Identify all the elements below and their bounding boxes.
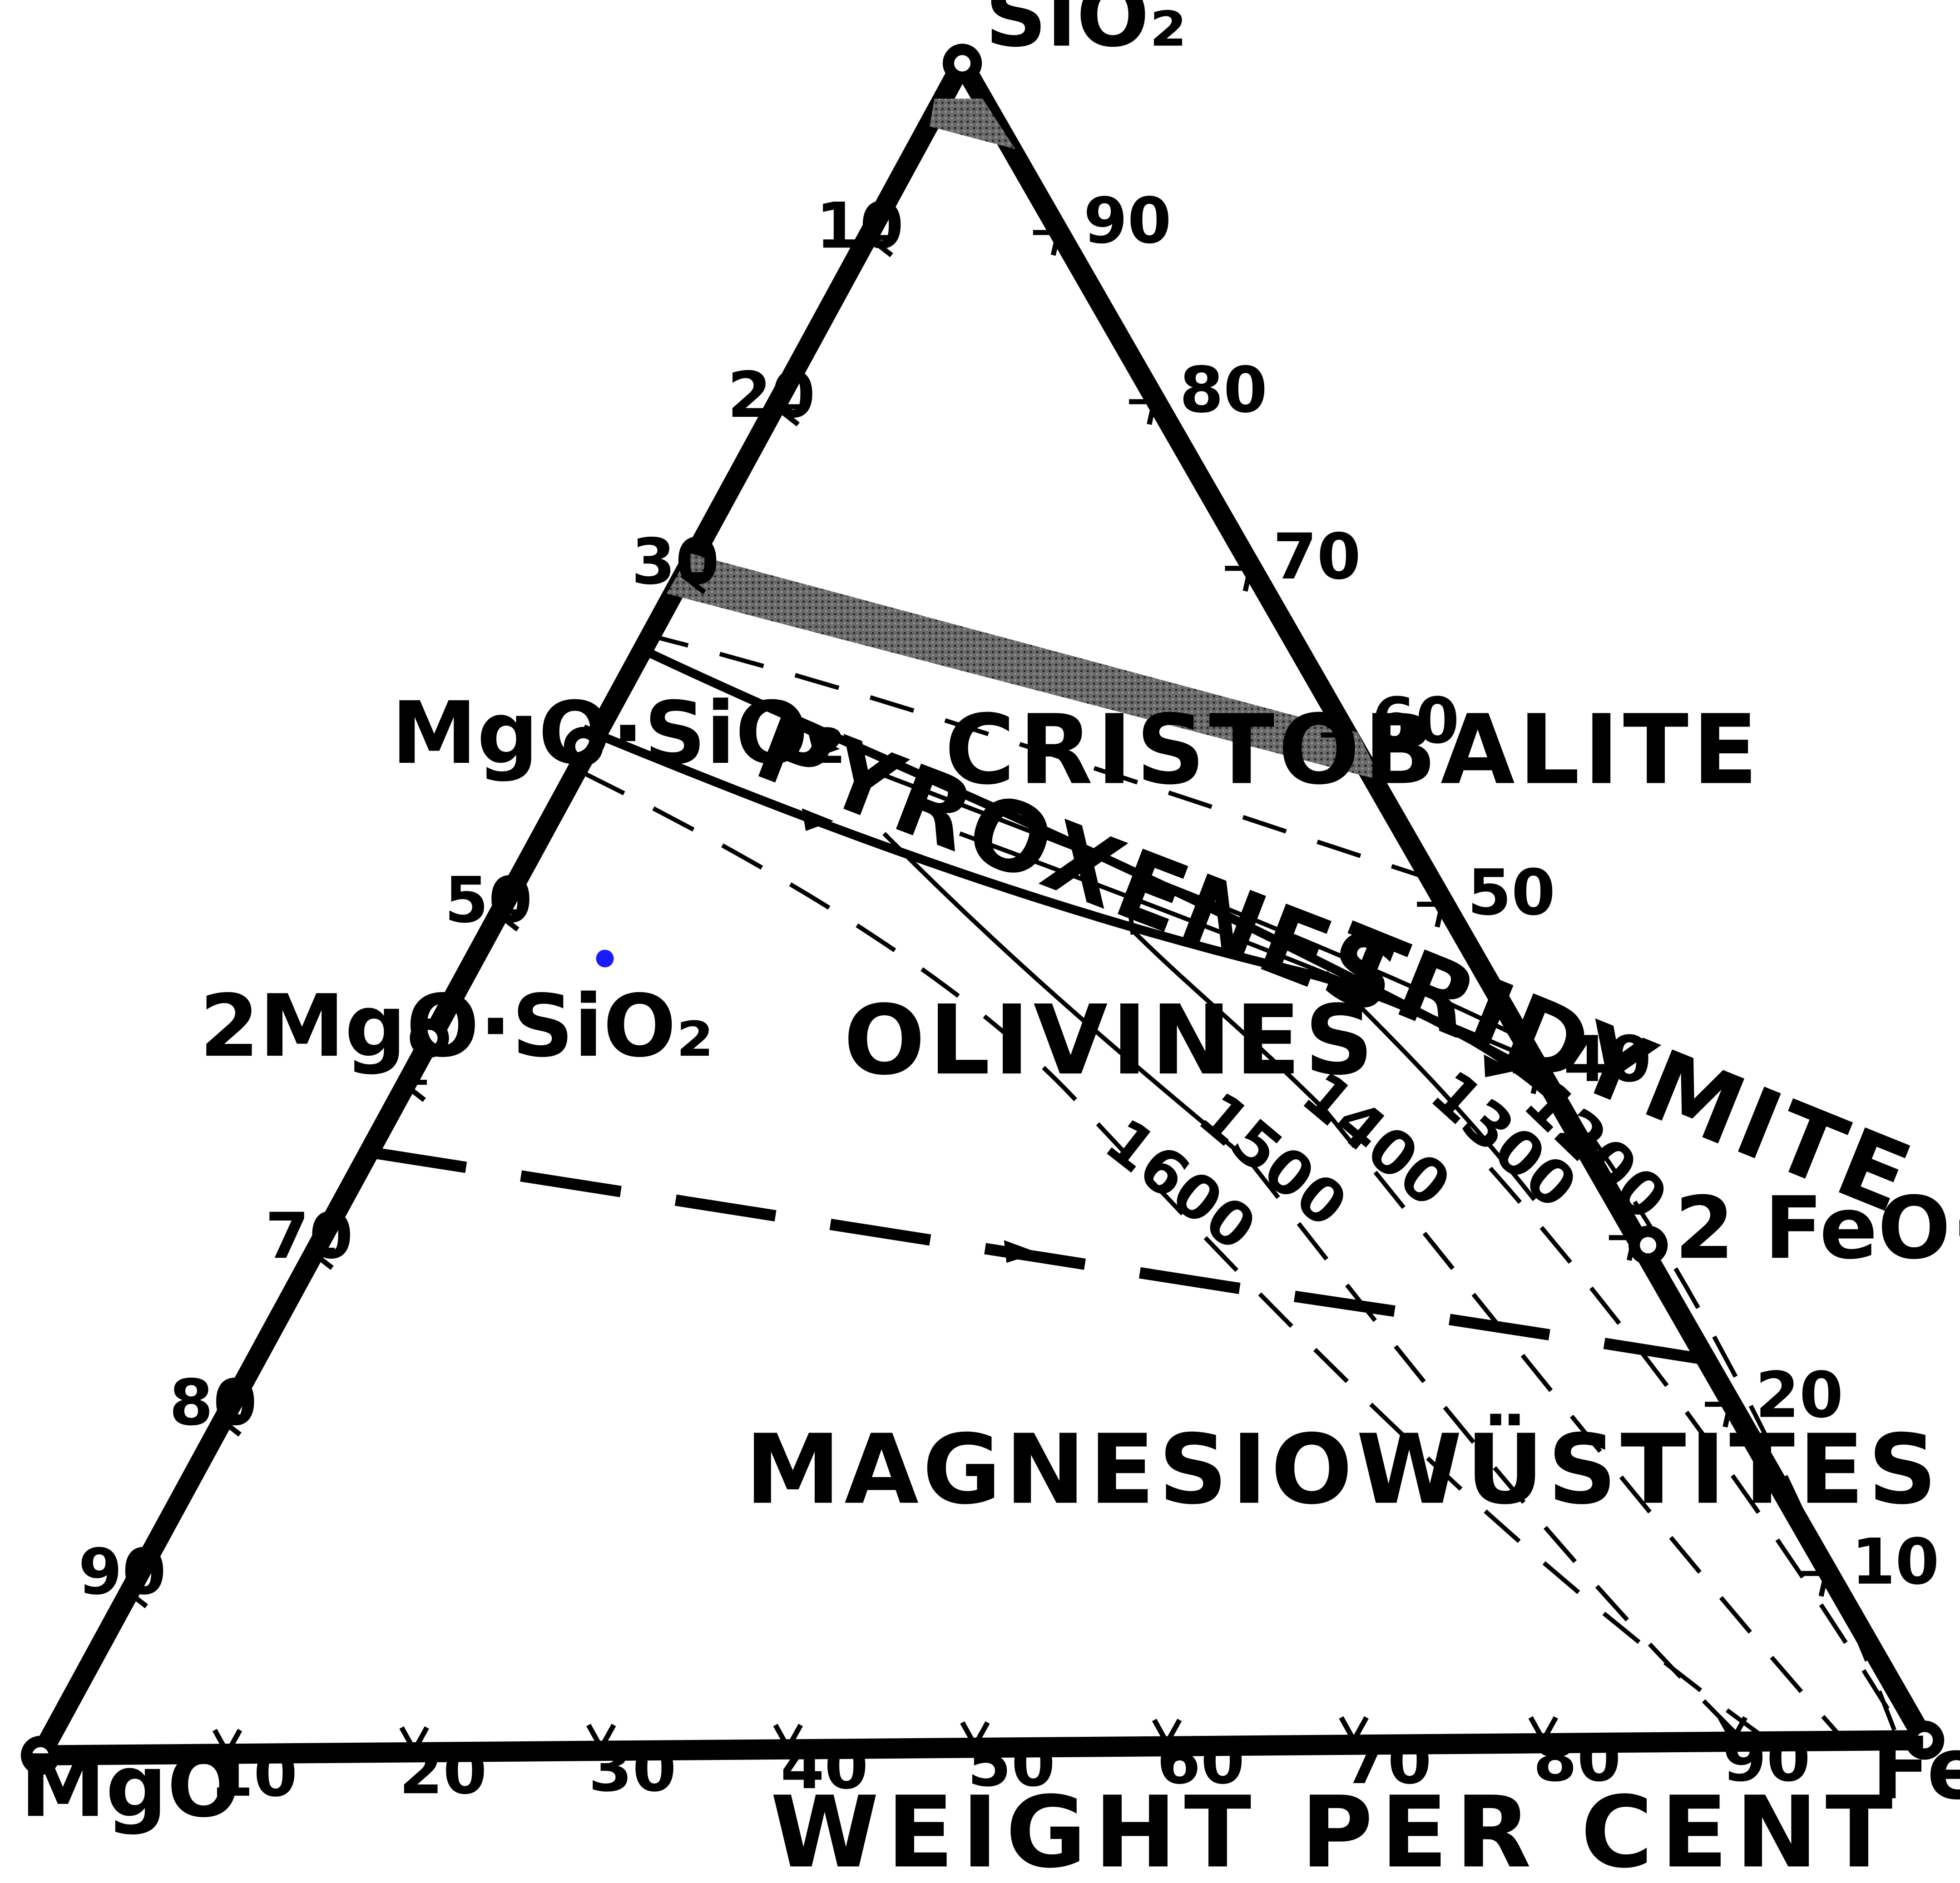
left-tick-label: 90	[78, 1535, 166, 1609]
bottom-tick-label: 60	[1157, 1725, 1244, 1798]
blue-marker-dot	[596, 949, 614, 968]
right-tick-mark	[1129, 399, 1157, 425]
bottom-tick-label: 40	[781, 1730, 868, 1803]
sio2-node	[942, 44, 982, 83]
olivine-thin-boundary-3	[1324, 971, 1536, 1201]
right-axis-labels: 90 80 70 60 50 40 20 10	[1084, 184, 1939, 1598]
fayalite-label: 2 FeO·SiO₂	[1675, 1178, 1960, 1278]
isotherm-1600	[582, 771, 1770, 1742]
right-tick-label: 70	[1273, 520, 1361, 593]
bottom-tick-mark	[773, 1724, 803, 1753]
right-tick-label: 60	[1371, 684, 1459, 758]
left-tick-mark	[867, 235, 894, 257]
mgo-node	[20, 1735, 60, 1775]
feo-label: FeO	[1871, 1718, 1960, 1819]
bottom-tick-label: 50	[967, 1727, 1055, 1801]
right-tick-mark	[1321, 732, 1349, 759]
right-tick-label: 10	[1851, 1525, 1939, 1599]
right-tick-mark	[1417, 901, 1445, 928]
sio2-label: SiO₂	[985, 0, 1187, 66]
composition-nodes	[20, 44, 1945, 1775]
immiscibility-bands	[667, 99, 1382, 781]
isotherm-1300	[1488, 1166, 1909, 1741]
bottom-tick-label: 90	[1722, 1722, 1810, 1795]
right-tick-mark	[1801, 1571, 1829, 1597]
left-tick-mark	[215, 1414, 243, 1437]
forsterite-node	[410, 1018, 449, 1058]
isotherm-1500	[1248, 1160, 1745, 1742]
left-tick-label: 20	[728, 358, 815, 432]
bottom-tick-label: 30	[589, 1732, 676, 1806]
left-tick-mark	[400, 1080, 427, 1102]
right-tick-mark	[1513, 1068, 1541, 1094]
tridymite-lower-line	[959, 831, 1532, 1061]
left-tick-mark	[680, 572, 708, 594]
bottom-tick-mark	[1528, 1716, 1558, 1745]
arrow-pyroxene-lower	[802, 808, 834, 831]
fayalite-node	[1628, 1226, 1668, 1265]
left-axis-labels: 10 20 30 50 70 80 90	[78, 189, 904, 1608]
forsterite-label: 2MgO·SiO₂	[199, 976, 713, 1076]
right-tick-mark	[1225, 566, 1253, 592]
bottom-tick-label: 80	[1533, 1722, 1621, 1795]
right-tick-label: 80	[1179, 353, 1267, 427]
weight-per-cent-label: WEIGHT PER CENT	[770, 1776, 1900, 1883]
main-shaded-band	[667, 553, 1382, 781]
tridymite-upper-line	[871, 768, 1523, 1040]
cristobalite-region-label: CRISTOBALITE	[945, 694, 1762, 806]
olivine-magnesiowustite-boundary	[365, 1146, 1719, 1367]
feo-node	[1905, 1720, 1945, 1760]
bottom-edge	[30, 1730, 1935, 1766]
right-tick-label: 40	[1564, 1023, 1651, 1096]
right-tick-label: 90	[1084, 184, 1171, 257]
bottom-axis-ticks	[212, 1716, 1748, 1758]
left-axis-ticks	[122, 235, 894, 1609]
upper-shaded-band	[929, 99, 1015, 149]
arrow-pyroxene-upper	[808, 732, 840, 758]
olivine-thin-boundary-1	[882, 832, 1252, 1164]
bottom-tick-mark	[586, 1724, 616, 1753]
left-tick-mark	[493, 909, 520, 932]
bottom-axis-labels: 10 20 30 40 50 60 70 80 90	[210, 1722, 1811, 1810]
mgo-label: MgO	[20, 1736, 240, 1836]
cristobalite-pyroxene-boundary	[642, 646, 1537, 1077]
left-tick-mark	[122, 1586, 149, 1609]
enstatite-label: MgO·SiO₂	[391, 683, 846, 783]
bottom-tick-mark	[399, 1726, 429, 1756]
bottom-tick-label: 10	[210, 1737, 297, 1811]
left-tick-mark	[774, 404, 801, 427]
isotherm-1400	[1324, 1110, 1846, 1742]
left-tick-label: 80	[169, 1366, 257, 1439]
right-tick-label: 50	[1467, 856, 1555, 929]
left-tick-label: 70	[265, 1199, 353, 1273]
bottom-tick-mark	[960, 1721, 990, 1751]
left-tick-mark	[307, 1247, 335, 1270]
arrow-magnesiowustite	[1004, 1240, 1038, 1263]
left-tick-label: 10	[816, 189, 903, 262]
field-boundaries	[582, 646, 1554, 1201]
bottom-tick-label: 20	[399, 1735, 487, 1808]
isotherm-lines	[365, 632, 1909, 1742]
right-tick-mark	[1705, 1402, 1733, 1428]
cristobalite-dashed-isotherm	[643, 632, 1428, 880]
right-axis-ticks	[1033, 230, 1829, 1597]
enstatite-node	[564, 727, 603, 766]
bottom-tick-label: 70	[1344, 1725, 1431, 1798]
bottom-tick-mark	[1717, 1716, 1748, 1745]
magnesiowustites-region-label: MAGNESIOWÜSTITES	[745, 1414, 1941, 1526]
left-tick-label: 30	[631, 525, 719, 598]
bottom-tick-mark	[212, 1729, 243, 1758]
olivines-region-label: OLIVINES	[844, 984, 1377, 1096]
bottom-tick-mark	[1152, 1719, 1182, 1748]
olivine-thin-boundary-2	[1128, 926, 1328, 1113]
right-tick-label: 20	[1755, 1359, 1843, 1432]
right-edge	[952, 53, 1935, 1750]
right-tick-mark	[1033, 230, 1061, 256]
left-tick-label: 50	[445, 863, 532, 937]
pyroxene-olivine-boundary	[582, 724, 1554, 1100]
bottom-tick-mark	[1339, 1716, 1369, 1745]
arrow-tridymite	[1484, 1054, 1516, 1077]
